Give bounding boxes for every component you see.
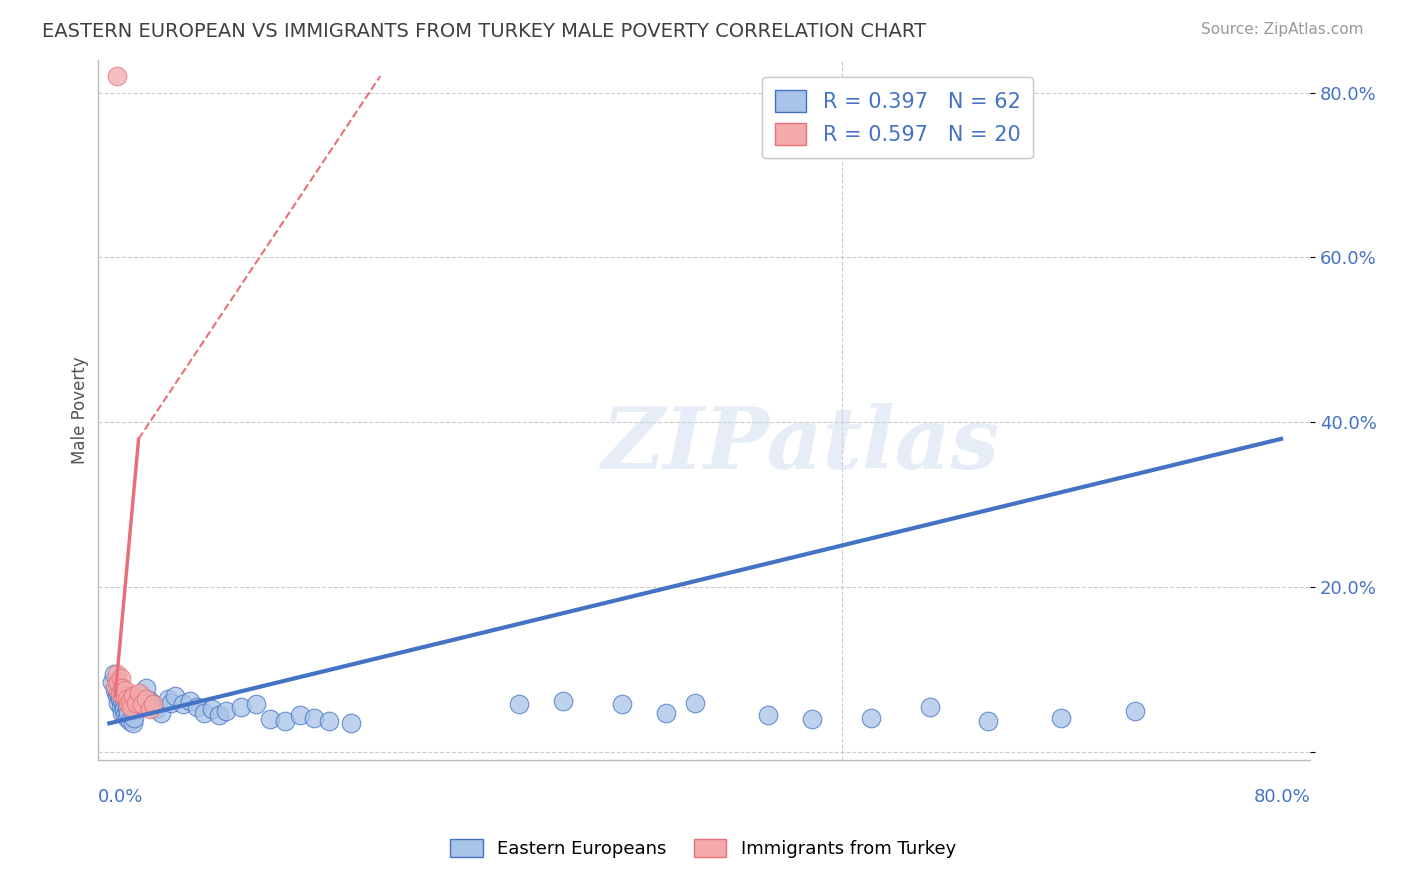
Point xyxy=(118,714,141,728)
Point xyxy=(139,702,162,716)
Point xyxy=(259,712,281,726)
Point xyxy=(105,679,128,693)
Point xyxy=(131,698,153,712)
Point xyxy=(208,708,231,723)
Point xyxy=(274,714,297,728)
Point xyxy=(1050,710,1073,724)
Point xyxy=(179,694,201,708)
Point xyxy=(120,699,142,714)
Point xyxy=(112,702,135,716)
Point xyxy=(117,698,139,712)
Point xyxy=(859,710,882,724)
Point xyxy=(229,699,252,714)
Point xyxy=(172,698,194,712)
Point xyxy=(121,716,143,731)
Point xyxy=(610,698,633,712)
Point xyxy=(121,689,143,703)
Legend: Eastern Europeans, Immigrants from Turkey: Eastern Europeans, Immigrants from Turke… xyxy=(443,831,963,865)
Point xyxy=(124,696,146,710)
Point xyxy=(108,681,131,695)
Point xyxy=(215,704,238,718)
Point xyxy=(107,686,129,700)
Legend: R = 0.397   N = 62, R = 0.597   N = 20: R = 0.397 N = 62, R = 0.597 N = 20 xyxy=(762,77,1033,158)
Point xyxy=(142,698,165,712)
Point xyxy=(110,671,132,685)
Point xyxy=(340,716,363,731)
Point xyxy=(165,689,187,703)
Point xyxy=(135,691,157,706)
Point xyxy=(201,702,224,716)
Point xyxy=(112,689,135,703)
Y-axis label: Male Poverty: Male Poverty xyxy=(72,356,89,464)
Point xyxy=(115,699,138,714)
Point xyxy=(508,698,530,712)
Point xyxy=(105,666,128,681)
Point xyxy=(288,708,311,723)
Point xyxy=(245,698,267,712)
Point xyxy=(117,706,139,720)
Point xyxy=(553,694,575,708)
Point xyxy=(128,698,150,712)
Text: 80.0%: 80.0% xyxy=(1254,789,1310,806)
Text: ZIPatlas: ZIPatlas xyxy=(602,403,1000,487)
Point xyxy=(977,714,1000,728)
Point xyxy=(142,698,165,712)
Point xyxy=(186,699,208,714)
Point xyxy=(114,683,136,698)
Point xyxy=(115,691,138,706)
Point xyxy=(128,686,150,700)
Point xyxy=(115,710,138,724)
Point xyxy=(118,694,141,708)
Point xyxy=(304,710,326,724)
Point xyxy=(1123,704,1146,718)
Point xyxy=(107,675,129,690)
Point xyxy=(120,696,142,710)
Point xyxy=(104,683,127,698)
Point xyxy=(111,694,134,708)
Point xyxy=(104,679,127,693)
Point xyxy=(318,714,340,728)
Point xyxy=(193,706,215,720)
Text: 0.0%: 0.0% xyxy=(97,789,143,806)
Point xyxy=(135,681,157,695)
Point xyxy=(139,694,162,708)
Point xyxy=(159,696,181,710)
Point xyxy=(114,708,136,723)
Point xyxy=(111,706,134,720)
Text: EASTERN EUROPEAN VS IMMIGRANTS FROM TURKEY MALE POVERTY CORRELATION CHART: EASTERN EUROPEAN VS IMMIGRANTS FROM TURK… xyxy=(42,22,927,41)
Text: Source: ZipAtlas.com: Source: ZipAtlas.com xyxy=(1201,22,1364,37)
Point xyxy=(145,702,167,716)
Point xyxy=(156,691,179,706)
Point xyxy=(124,699,146,714)
Point xyxy=(105,69,128,83)
Point xyxy=(107,696,129,710)
Point xyxy=(683,696,706,710)
Point xyxy=(108,691,131,706)
Point xyxy=(111,681,134,695)
Point xyxy=(131,689,153,703)
Point xyxy=(114,689,136,703)
Point xyxy=(655,706,678,720)
Point xyxy=(108,686,131,700)
Point xyxy=(110,699,132,714)
Point xyxy=(758,708,780,723)
Point xyxy=(105,689,128,703)
Point xyxy=(112,698,135,712)
Point xyxy=(801,712,824,726)
Point xyxy=(110,688,132,702)
Point xyxy=(122,710,145,724)
Point xyxy=(101,675,124,690)
Point xyxy=(103,666,125,681)
Point xyxy=(918,699,941,714)
Point xyxy=(149,706,172,720)
